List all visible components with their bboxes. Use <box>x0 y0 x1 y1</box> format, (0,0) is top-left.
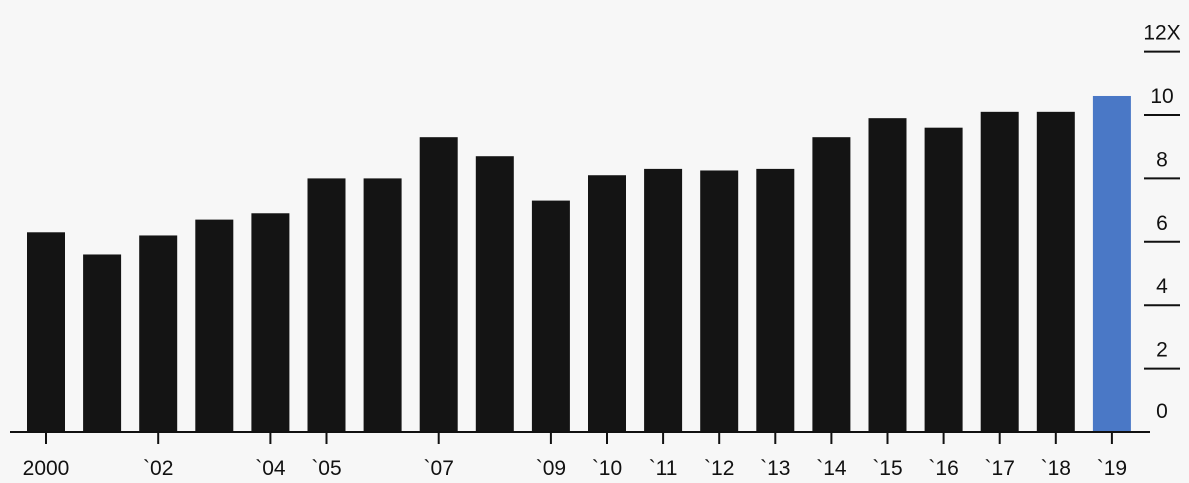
y-tick-label-2: 2 <box>1156 339 1168 362</box>
bar-2011 <box>644 168 683 432</box>
y-tick-label-0: 0 <box>1156 400 1168 423</box>
x-tick-label-2007: `07 <box>424 457 454 480</box>
bar-2018 <box>1036 111 1075 432</box>
x-tick-label-2016: `16 <box>928 457 958 480</box>
bar-2012 <box>700 170 739 432</box>
bar-2000 <box>27 232 65 432</box>
x-tick-label-2018: `18 <box>1041 457 1071 480</box>
x-tick-label-2019: `19 <box>1097 457 1127 480</box>
bar-2010 <box>588 175 626 433</box>
bar-2014 <box>812 137 851 432</box>
bar-2005 <box>307 178 346 432</box>
x-tick-label-2005: `05 <box>311 457 341 480</box>
x-tick-label-2011: `11 <box>649 457 678 480</box>
bar-2009 <box>531 200 570 432</box>
x-tick-label-2010: `10 <box>592 457 622 480</box>
bar-2008 <box>475 156 514 432</box>
x-tick-label-2014: `14 <box>816 457 847 480</box>
bar-2017 <box>980 111 1019 432</box>
y-tick-label-4: 4 <box>1156 275 1168 298</box>
y-tick-label-6: 6 <box>1156 212 1168 235</box>
bar-2002 <box>139 235 178 432</box>
bar-2019 <box>1092 95 1131 432</box>
x-tick-label-2004: `04 <box>255 457 286 480</box>
bar-2016 <box>924 127 963 433</box>
bar-2015 <box>868 118 907 433</box>
x-tick-label-2009: `09 <box>536 457 566 480</box>
bar-2004 <box>251 213 290 432</box>
y-tick-label-8: 8 <box>1156 148 1168 171</box>
x-tick-label-2017: `17 <box>985 457 1015 480</box>
bar-2006 <box>363 178 402 432</box>
bar-2003 <box>195 219 234 432</box>
x-tick-label-2013: `13 <box>760 457 790 480</box>
x-tick-label-2015: `15 <box>872 457 902 480</box>
x-tick-label-2000: 2000 <box>23 457 70 480</box>
y-tick-label-10: 10 <box>1150 85 1173 108</box>
x-tick-label-2012: `12 <box>704 457 734 480</box>
bar-2007 <box>419 137 458 432</box>
y-tick-label-12: 12X <box>1143 22 1180 45</box>
bar-2001 <box>83 254 122 432</box>
bar-2013 <box>756 168 795 432</box>
x-tick-label-2002: `02 <box>143 457 173 480</box>
